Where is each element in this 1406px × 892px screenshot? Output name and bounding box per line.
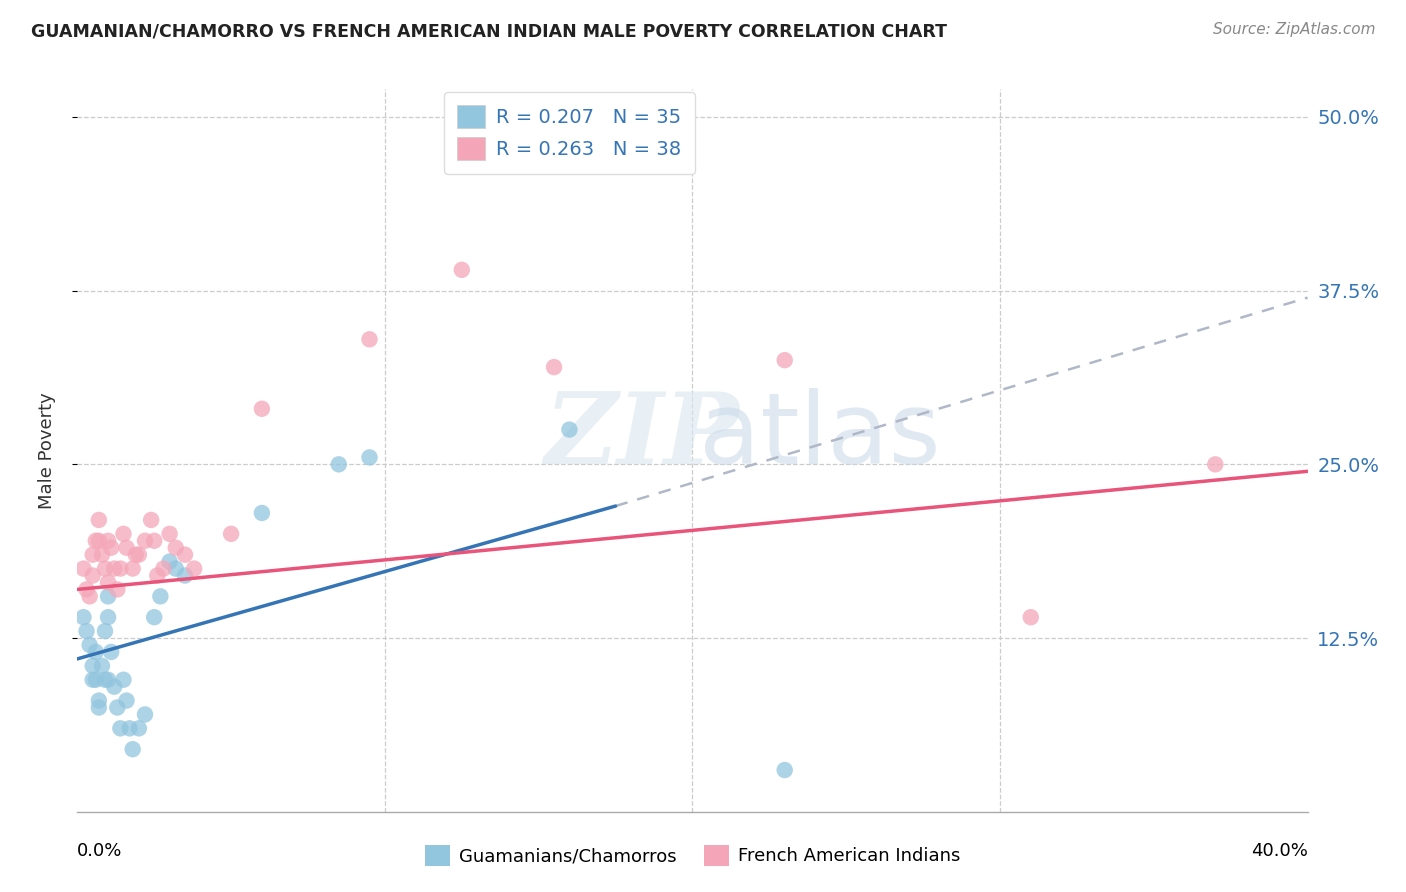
Point: [97, 590, 120, 604]
Text: atlas: atlas: [699, 387, 941, 484]
Point: [97, 575, 120, 590]
Text: 0.0%: 0.0%: [77, 842, 122, 860]
Point: [159, 526, 181, 541]
Point: [450, 262, 472, 277]
Point: [328, 458, 350, 472]
Point: [76, 582, 98, 597]
Point: [159, 555, 181, 569]
Text: ZIP: ZIP: [546, 388, 740, 484]
Point: [87, 533, 110, 548]
Point: [359, 450, 381, 465]
Point: [143, 533, 166, 548]
Point: [90, 548, 114, 562]
Point: [359, 332, 381, 346]
Point: [79, 638, 101, 652]
Point: [143, 610, 166, 624]
Point: [84, 533, 107, 548]
Point: [97, 673, 120, 687]
Point: [103, 680, 125, 694]
Point: [128, 722, 150, 736]
Point: [100, 541, 122, 555]
Point: [84, 673, 107, 687]
Point: [543, 360, 565, 375]
Point: [1019, 610, 1042, 624]
Text: Source: ZipAtlas.com: Source: ZipAtlas.com: [1212, 22, 1375, 37]
Point: [558, 423, 581, 437]
Point: [97, 533, 120, 548]
Point: [82, 658, 104, 673]
Point: [125, 548, 148, 562]
Point: [97, 610, 120, 624]
Point: [105, 700, 128, 714]
Point: [121, 742, 143, 756]
Point: [94, 673, 117, 687]
Point: [118, 722, 141, 736]
Point: [165, 541, 187, 555]
Point: [165, 561, 187, 575]
Point: [250, 506, 273, 520]
Text: 40.0%: 40.0%: [1251, 842, 1308, 860]
Point: [72, 561, 94, 575]
Point: [72, 610, 94, 624]
Point: [84, 645, 107, 659]
Point: [112, 526, 135, 541]
Y-axis label: Male Poverty: Male Poverty: [38, 392, 56, 508]
Point: [103, 561, 125, 575]
Point: [149, 590, 172, 604]
Point: [773, 353, 796, 368]
Point: [115, 693, 138, 707]
Point: [90, 658, 114, 673]
Point: [82, 568, 104, 582]
Point: [87, 513, 110, 527]
Point: [79, 590, 101, 604]
Point: [128, 548, 150, 562]
Point: [94, 561, 117, 575]
Point: [121, 561, 143, 575]
Point: [134, 533, 156, 548]
Point: [110, 722, 132, 736]
Point: [183, 561, 205, 575]
Point: [82, 548, 104, 562]
Point: [87, 700, 110, 714]
Point: [219, 526, 242, 541]
Point: [110, 561, 132, 575]
Point: [773, 763, 796, 777]
Point: [100, 645, 122, 659]
Point: [152, 561, 174, 575]
Point: [250, 401, 273, 416]
Legend: Guamanians/Chamorros, French American Indians: Guamanians/Chamorros, French American In…: [416, 836, 969, 875]
Point: [105, 582, 128, 597]
Point: [87, 693, 110, 707]
Point: [1204, 458, 1226, 472]
Point: [174, 568, 197, 582]
Point: [141, 513, 163, 527]
Point: [112, 673, 135, 687]
Point: [146, 568, 169, 582]
Point: [76, 624, 98, 639]
Point: [94, 624, 117, 639]
Point: [115, 541, 138, 555]
Point: [82, 673, 104, 687]
Point: [134, 707, 156, 722]
Text: GUAMANIAN/CHAMORRO VS FRENCH AMERICAN INDIAN MALE POVERTY CORRELATION CHART: GUAMANIAN/CHAMORRO VS FRENCH AMERICAN IN…: [31, 22, 946, 40]
Point: [174, 548, 197, 562]
